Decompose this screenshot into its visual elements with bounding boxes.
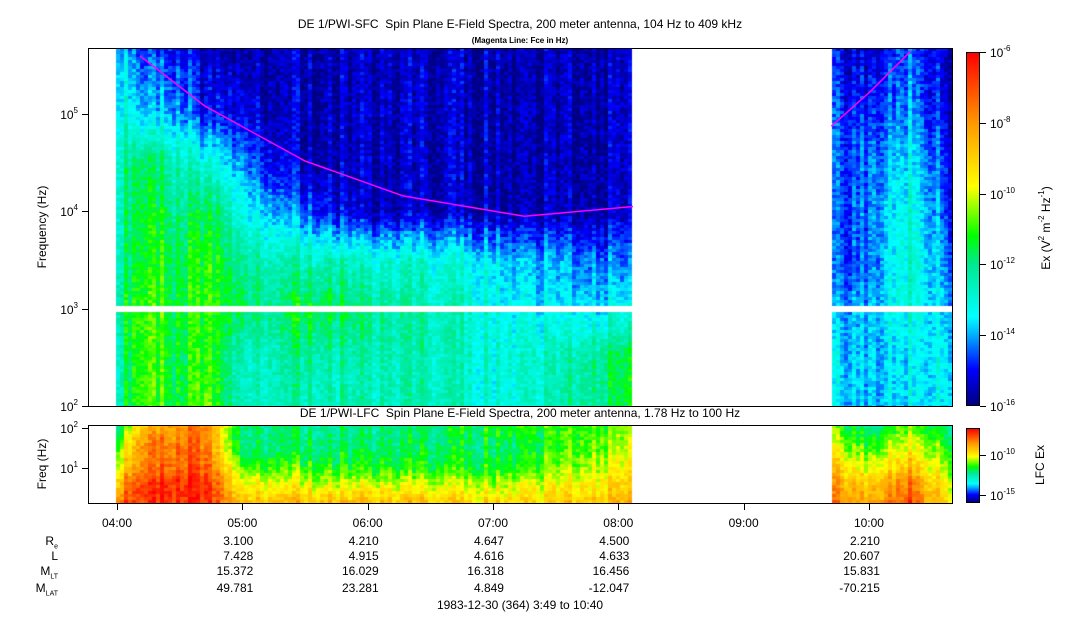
orbit-value: 23.281 (341, 581, 379, 595)
lfc-plot-frame (88, 425, 953, 504)
lfc-title: DE 1/PWI-LFC Spin Plane E-Field Spectra,… (299, 406, 741, 420)
orbit-value: 4.616 (473, 549, 504, 563)
time-tick (117, 503, 118, 510)
orbit-value: 4.210 (348, 534, 379, 548)
time-tick (242, 503, 244, 510)
time-tick (618, 503, 620, 510)
time-tick (868, 503, 870, 510)
orbit-value: 15.831 (843, 564, 880, 578)
colorbar-tick-label: 10-15 (990, 487, 1015, 504)
time-tick-label: 07:00 (477, 516, 508, 530)
sfc-subtitle: (Magenta Line: Fce in Hz) (471, 36, 569, 45)
colorbar-tick-label: 10-10 (990, 447, 1015, 464)
fce-line (830, 50, 912, 127)
orbit-row-label: L (51, 549, 58, 563)
colorbar-tick (980, 264, 986, 266)
sfc-y-tick-label: 104 (60, 203, 78, 220)
sfc-title: DE 1/PWI-SFC Spin Plane E-Field Spectra,… (297, 17, 743, 31)
sfc-plot-frame (88, 48, 953, 407)
sfc-y-tick-label: 103 (60, 300, 78, 317)
time-tick (743, 503, 745, 510)
time-tick-label: 09:00 (728, 516, 759, 530)
colorbar-tick (980, 406, 986, 407)
lfc-y-tick-label: 101 (60, 460, 78, 476)
sfc-y-tick (82, 308, 88, 310)
orbit-row-label: MLT (40, 564, 58, 581)
orbit-value: 20.607 (843, 549, 880, 563)
orbit-value: 4.647 (473, 534, 504, 548)
time-tick (492, 503, 494, 510)
colorbar-tick (980, 495, 986, 497)
time-tick-label: 06:00 (352, 516, 383, 530)
lfc-colorbar (966, 428, 980, 503)
colorbar-tick-label: 10-16 (990, 398, 1015, 414)
orbit-value: 7.428 (223, 549, 254, 563)
orbit-value: 4.915 (348, 549, 379, 563)
orbit-value: 2.210 (849, 534, 880, 548)
time-tick-label: 10:00 (853, 516, 884, 530)
colorbar-tick-label: 10-14 (990, 327, 1015, 344)
sfc-y-tick (82, 406, 88, 407)
colorbar-tick (980, 122, 986, 124)
time-tick (367, 503, 369, 510)
colorbar-tick (980, 52, 986, 53)
sfc-y-tick (82, 114, 88, 115)
time-range-footer: 1983-12-30 (364) 3:49 to 10:40 (436, 598, 604, 612)
time-tick-label: 04:00 (101, 516, 133, 530)
lfc-y-tick-label: 102 (60, 420, 78, 436)
orbit-value: 3.100 (223, 534, 254, 548)
colorbar-tick-label: 10-6 (990, 44, 1011, 60)
orbit-value: 4.500 (599, 534, 630, 548)
lfc-y-tick (82, 468, 88, 469)
sfc-colorbar (966, 52, 980, 406)
colorbar-tick (980, 193, 986, 195)
orbit-value: -12.047 (588, 581, 630, 595)
lfc-y-tick (82, 428, 88, 429)
time-tick-label: 08:00 (603, 516, 634, 530)
orbit-value: 4.849 (473, 581, 504, 595)
orbit-row-label: Re (45, 534, 58, 551)
colorbar-tick (980, 455, 986, 457)
colorbar-tick-label: 10-12 (990, 256, 1015, 273)
orbit-value: 49.781 (216, 581, 254, 595)
lfc-spectrogram (88, 425, 952, 503)
fce-line (139, 55, 634, 218)
colorbar-tick-label: 10-10 (990, 185, 1015, 202)
orbit-row-label: MLAT (35, 581, 58, 598)
time-tick-label: 05:00 (227, 516, 258, 530)
sfc-spectrogram (88, 48, 952, 406)
orbit-value: 4.633 (599, 549, 630, 563)
orbit-value: 16.029 (341, 564, 379, 578)
sfc-y-tick-label: 105 (60, 106, 78, 122)
colorbar-tick-label: 10-8 (990, 114, 1011, 131)
orbit-value: -70.215 (839, 581, 880, 595)
sfc-y-tick-label: 102 (60, 398, 78, 414)
colorbar-tick (980, 335, 986, 337)
orbit-value: 16.456 (592, 564, 630, 578)
orbit-value: 16.318 (467, 564, 504, 578)
sfc-y-tick (82, 211, 88, 213)
orbit-value: 15.372 (216, 564, 254, 578)
